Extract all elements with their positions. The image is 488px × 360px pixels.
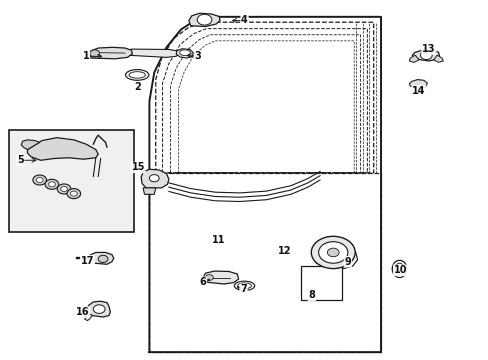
Ellipse shape (129, 72, 145, 78)
Text: 5: 5 (17, 155, 23, 165)
Text: 17: 17 (81, 256, 94, 266)
Polygon shape (411, 50, 439, 61)
Circle shape (45, 179, 59, 189)
Circle shape (420, 51, 431, 59)
Circle shape (67, 189, 81, 199)
Polygon shape (433, 55, 443, 62)
Circle shape (98, 255, 108, 262)
Text: 8: 8 (308, 291, 315, 301)
Bar (9, 130, 134, 232)
Text: 16: 16 (76, 307, 89, 317)
Polygon shape (127, 49, 178, 57)
Polygon shape (84, 315, 92, 320)
Circle shape (327, 248, 338, 257)
Circle shape (33, 175, 46, 185)
Text: 1: 1 (82, 51, 89, 61)
Circle shape (197, 14, 211, 25)
Text: 7: 7 (240, 284, 246, 294)
Ellipse shape (179, 50, 190, 55)
Circle shape (93, 305, 105, 314)
Polygon shape (21, 140, 40, 149)
Text: 4: 4 (241, 15, 247, 26)
Ellipse shape (234, 281, 254, 291)
Text: 9: 9 (344, 257, 350, 267)
Circle shape (48, 182, 55, 187)
Text: 14: 14 (411, 86, 425, 96)
Polygon shape (408, 55, 418, 62)
Circle shape (149, 175, 159, 182)
Polygon shape (141, 169, 168, 188)
Text: 11: 11 (212, 235, 225, 245)
Ellipse shape (125, 69, 149, 80)
Polygon shape (408, 80, 427, 88)
Text: 13: 13 (421, 44, 435, 54)
Ellipse shape (237, 283, 251, 289)
Text: 15: 15 (131, 162, 144, 172)
Circle shape (70, 191, 77, 196)
Polygon shape (176, 49, 193, 58)
Ellipse shape (391, 260, 406, 278)
Polygon shape (27, 138, 98, 160)
Circle shape (57, 184, 71, 194)
Text: 10: 10 (393, 265, 407, 275)
Polygon shape (89, 47, 132, 59)
Polygon shape (88, 252, 114, 264)
Polygon shape (188, 13, 220, 27)
Polygon shape (87, 301, 110, 317)
Circle shape (61, 186, 67, 192)
Circle shape (205, 275, 213, 280)
Circle shape (90, 50, 100, 57)
Text: 2: 2 (134, 82, 141, 93)
Circle shape (318, 242, 347, 263)
Text: 12: 12 (277, 246, 291, 256)
Ellipse shape (394, 263, 403, 275)
Circle shape (36, 177, 43, 183)
Bar (300, 266, 341, 300)
Text: 6: 6 (199, 277, 206, 287)
Polygon shape (143, 188, 156, 194)
Text: 3: 3 (194, 51, 201, 61)
Circle shape (311, 236, 354, 269)
Polygon shape (203, 271, 238, 284)
